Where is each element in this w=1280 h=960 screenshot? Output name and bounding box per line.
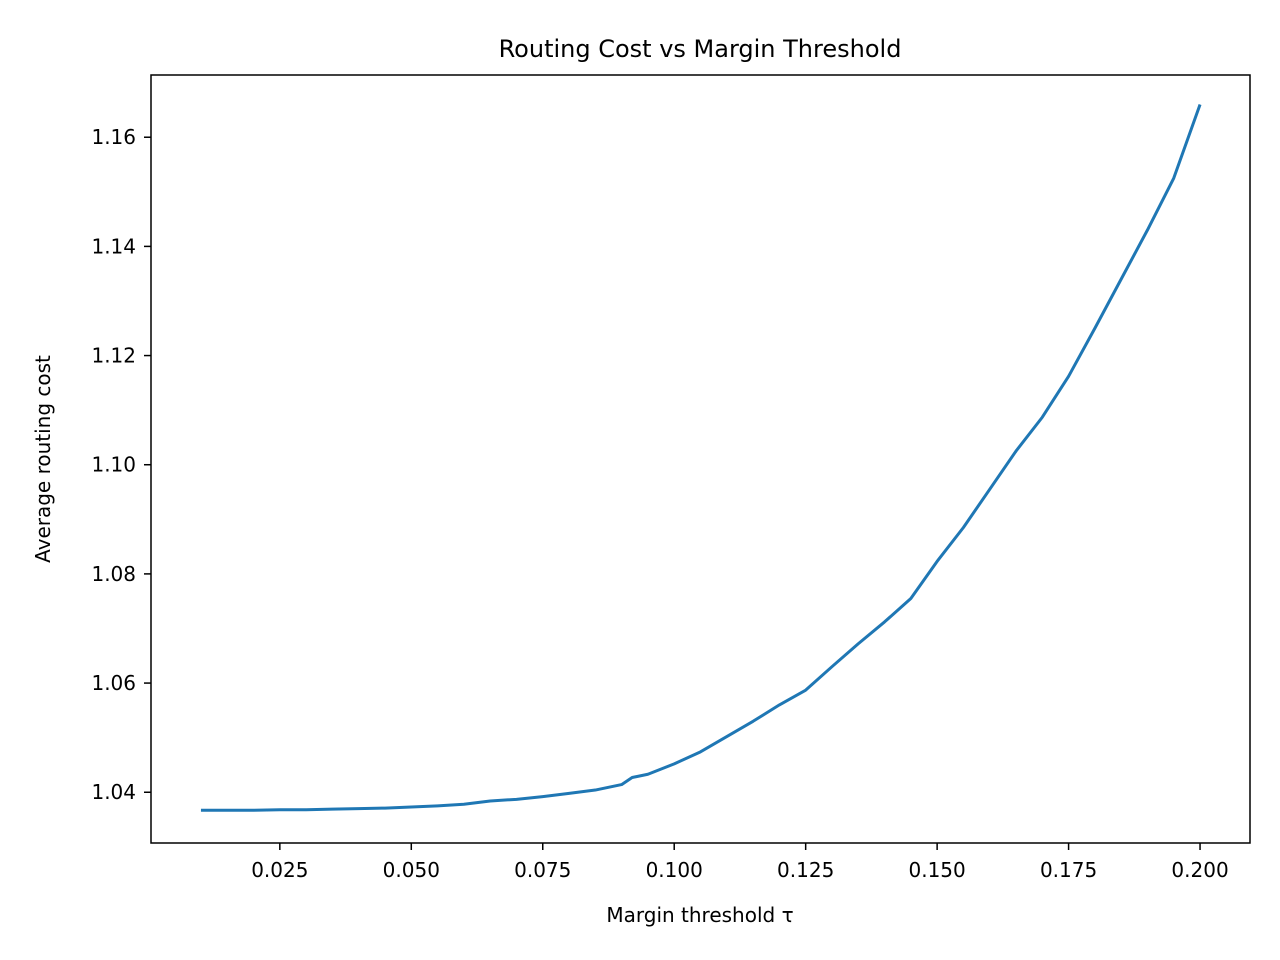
- x-tick-label: 0.100: [646, 858, 703, 882]
- series-layer: [200, 103, 1202, 812]
- x-tick-label: 0.150: [908, 858, 965, 882]
- x-tick-label: 0.075: [514, 858, 571, 882]
- plot-area: 0.025 0.050 0.075 0.100 0.125 0.150 0.175 0.200…: [91, 74, 1251, 882]
- x-tick-label: 0.175: [1040, 858, 1097, 882]
- y-tick-label: 1.16: [91, 125, 136, 149]
- y-axis: 1.04 1.06 1.08 1.10 1.12 1.14 1.16: [91, 125, 151, 804]
- y-tick-label: 1.14: [91, 234, 136, 258]
- y-tick-label: 1.10: [91, 453, 136, 477]
- x-tick-label: 0.025: [251, 858, 308, 882]
- x-tick-label: 0.200: [1171, 858, 1228, 882]
- x-tick-label: 0.050: [383, 858, 440, 882]
- x-axis-label: Margin threshold τ: [606, 903, 793, 927]
- y-tick-label: 1.06: [91, 671, 136, 695]
- y-tick-label: 1.08: [91, 562, 136, 586]
- x-tick-label: 0.125: [777, 858, 834, 882]
- plot-frame: [150, 74, 1251, 844]
- series-line: [200, 103, 1202, 812]
- y-tick-label: 1.12: [91, 344, 136, 368]
- chart-title: Routing Cost vs Margin Threshold: [499, 35, 902, 63]
- y-tick-label: 1.04: [91, 780, 136, 804]
- x-axis: 0.025 0.050 0.075 0.100 0.125 0.150 0.175 0.200: [251, 843, 1229, 882]
- y-axis-label: Average routing cost: [31, 355, 55, 563]
